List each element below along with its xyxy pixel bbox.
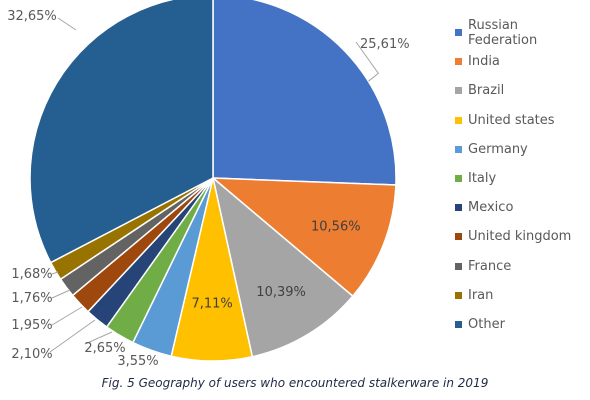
legend-label: France bbox=[468, 258, 512, 274]
slice-india bbox=[210, 177, 397, 298]
data-label-france: 1,76% bbox=[11, 291, 52, 306]
legend-label: Brazil bbox=[468, 83, 505, 99]
legend-label: Mexico bbox=[468, 200, 514, 216]
legend-swatch bbox=[455, 87, 462, 95]
legend-swatch bbox=[455, 291, 462, 299]
legend-label: India bbox=[468, 54, 500, 70]
data-label-mexico: 2,10% bbox=[11, 347, 52, 362]
legend-swatch bbox=[455, 320, 462, 328]
legend-label: Italy bbox=[468, 171, 497, 187]
slice-russian-federation bbox=[212, 0, 397, 186]
legend-label: United kingdom bbox=[468, 229, 572, 245]
figure-caption: Fig. 5 Geography of users who encountere… bbox=[101, 376, 489, 390]
data-label-india: 10,56% bbox=[311, 220, 361, 235]
data-label-united-kingdom: 1,95% bbox=[11, 318, 52, 333]
data-label-united-states: 7,11% bbox=[191, 296, 232, 311]
legend-swatch bbox=[455, 145, 462, 153]
legend-item-other: Other bbox=[455, 310, 590, 339]
legend-swatch bbox=[455, 116, 462, 124]
legend-item-russian-federation: Russian Federation bbox=[455, 17, 590, 48]
data-label-russian-federation: 25,61% bbox=[360, 37, 410, 52]
legend-label: Iran bbox=[468, 287, 494, 303]
data-label-iran: 1,68% bbox=[11, 267, 52, 282]
leader-line bbox=[51, 271, 59, 275]
slice-brazil bbox=[211, 175, 354, 358]
legend-item-germany: Germany bbox=[455, 135, 590, 164]
legend-swatch bbox=[455, 262, 462, 270]
legend-swatch bbox=[455, 233, 462, 241]
slice-other bbox=[29, 0, 214, 264]
legend-label: Russian Federation bbox=[468, 17, 538, 48]
data-label-germany: 3,55% bbox=[117, 354, 158, 369]
legend-swatch bbox=[455, 29, 462, 37]
chart-legend: Russian Federation India Brazil United stat… bbox=[455, 18, 590, 339]
leader-line bbox=[355, 41, 380, 82]
legend-label: Germany bbox=[468, 141, 528, 157]
legend-swatch bbox=[455, 58, 462, 66]
leader-line bbox=[84, 331, 113, 345]
legend-item-iran: Iran bbox=[455, 281, 590, 310]
legend-item-brazil: Brazil bbox=[455, 76, 590, 105]
leader-line bbox=[49, 319, 96, 353]
legend-item-united-states: United states bbox=[455, 106, 590, 135]
legend-label: Other bbox=[468, 316, 505, 332]
data-label-brazil: 10,39% bbox=[256, 285, 306, 300]
leader-line bbox=[51, 289, 71, 299]
leader-line bbox=[57, 17, 77, 31]
legend-swatch bbox=[455, 204, 462, 212]
data-label-other: 32,65% bbox=[7, 9, 57, 24]
legend-item-italy: Italy bbox=[455, 164, 590, 193]
legend-item-mexico: Mexico bbox=[455, 193, 590, 222]
legend-item-france: France bbox=[455, 252, 590, 281]
legend-item-india: India bbox=[455, 47, 590, 76]
data-label-italy: 2,65% bbox=[84, 341, 125, 356]
legend-swatch bbox=[455, 175, 462, 183]
leader-line bbox=[51, 306, 83, 326]
legend-label: United states bbox=[468, 112, 555, 128]
legend-item-united-kingdom: United kingdom bbox=[455, 222, 590, 251]
